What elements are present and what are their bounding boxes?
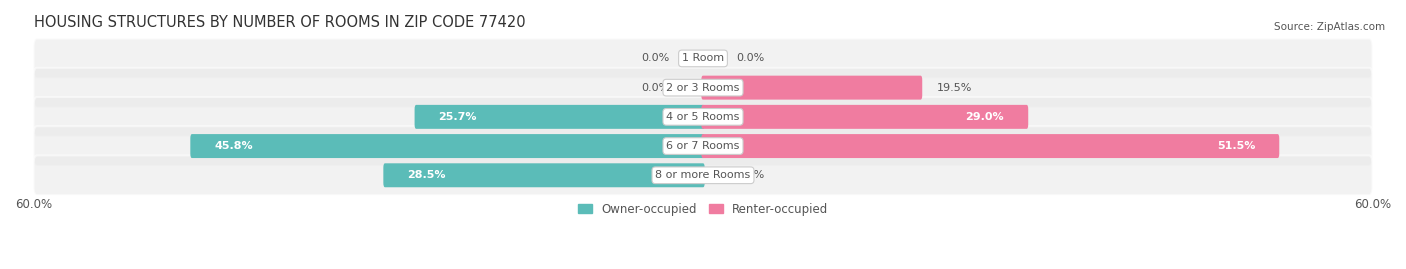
FancyBboxPatch shape xyxy=(34,126,1372,166)
Text: 2 or 3 Rooms: 2 or 3 Rooms xyxy=(666,83,740,93)
FancyBboxPatch shape xyxy=(702,134,1279,158)
Legend: Owner-occupied, Renter-occupied: Owner-occupied, Renter-occupied xyxy=(572,198,834,220)
FancyBboxPatch shape xyxy=(34,97,1372,137)
Text: 1 Room: 1 Room xyxy=(682,54,724,63)
Text: HOUSING STRUCTURES BY NUMBER OF ROOMS IN ZIP CODE 77420: HOUSING STRUCTURES BY NUMBER OF ROOMS IN… xyxy=(34,15,526,30)
FancyBboxPatch shape xyxy=(702,105,1028,129)
FancyBboxPatch shape xyxy=(34,155,1372,195)
Text: 4 or 5 Rooms: 4 or 5 Rooms xyxy=(666,112,740,122)
Text: 8 or more Rooms: 8 or more Rooms xyxy=(655,170,751,180)
Text: 25.7%: 25.7% xyxy=(439,112,477,122)
Text: 0.0%: 0.0% xyxy=(641,83,669,93)
FancyBboxPatch shape xyxy=(702,76,922,100)
Text: 45.8%: 45.8% xyxy=(214,141,253,151)
Text: 0.0%: 0.0% xyxy=(737,170,765,180)
FancyBboxPatch shape xyxy=(34,68,1372,108)
FancyBboxPatch shape xyxy=(34,38,1372,78)
Text: 6 or 7 Rooms: 6 or 7 Rooms xyxy=(666,141,740,151)
Text: 29.0%: 29.0% xyxy=(966,112,1004,122)
FancyBboxPatch shape xyxy=(384,163,704,187)
Text: 28.5%: 28.5% xyxy=(408,170,446,180)
Text: 51.5%: 51.5% xyxy=(1218,141,1256,151)
FancyBboxPatch shape xyxy=(190,134,704,158)
Text: 0.0%: 0.0% xyxy=(737,54,765,63)
Text: 0.0%: 0.0% xyxy=(641,54,669,63)
FancyBboxPatch shape xyxy=(415,105,704,129)
Text: Source: ZipAtlas.com: Source: ZipAtlas.com xyxy=(1274,22,1385,31)
Text: 19.5%: 19.5% xyxy=(938,83,973,93)
